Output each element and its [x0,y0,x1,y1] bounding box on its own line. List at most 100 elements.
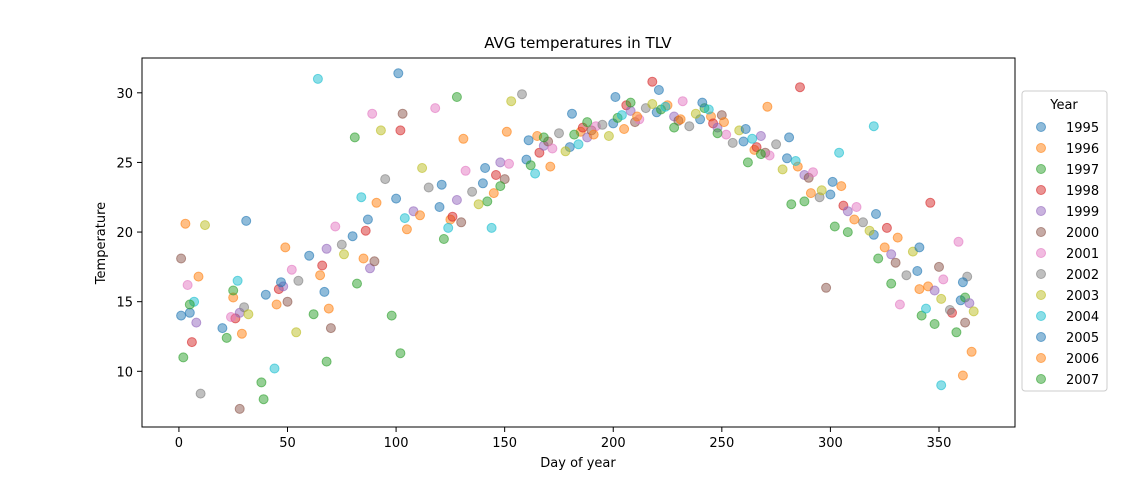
legend-marker-2001 [1036,248,1046,258]
data-point-1998 [447,211,458,222]
data-point-2006 [957,370,968,381]
data-point-2006 [371,197,382,208]
data-point-2002 [901,270,912,281]
data-point-2000 [369,256,380,267]
data-point-2005 [957,277,968,288]
data-point-2002 [195,388,206,399]
data-point-2005 [914,242,925,253]
data-point-2004 [703,104,714,115]
data-point-2004 [443,222,454,233]
data-point-2001 [721,129,732,140]
data-point-1998 [395,125,406,136]
data-point-2002 [944,305,955,315]
data-point-2006 [632,111,643,122]
data-point-2003 [375,125,386,136]
data-point-1995 [782,153,792,164]
data-point-2007 [228,285,239,296]
data-point-1999 [886,249,897,260]
data-point-1996 [315,270,326,281]
data-point-2001 [367,108,378,119]
legend-marker-2003 [1036,290,1046,300]
data-point-1995 [825,189,836,200]
data-point-2004 [790,156,801,166]
data-point-2001 [226,312,236,322]
data-point-2006 [719,117,729,128]
legend-marker-1998 [1036,185,1046,195]
data-point-2006 [458,133,469,144]
data-point-2007 [669,122,680,133]
data-point-2000 [456,217,467,228]
data-point-1999 [451,195,462,205]
data-point-1996 [879,242,890,253]
data-point-2007 [842,227,853,238]
data-point-2007 [799,196,810,207]
data-point-2006 [588,129,599,140]
data-point-2007 [951,327,962,338]
data-point-2005 [610,92,621,102]
data-point-2001 [938,274,949,285]
data-point-2006 [236,328,247,339]
data-point-2001 [764,150,775,161]
data-point-2003 [291,327,302,338]
data-point-2004 [616,110,627,121]
data-point-2000 [397,108,408,119]
data-point-2000 [890,257,901,268]
data-point-2002 [597,119,608,130]
legend-marker-2005 [1036,332,1046,342]
legend-title: Year [1049,98,1078,113]
data-points [176,68,979,414]
data-point-2007 [256,377,267,388]
data-point-2007 [886,278,897,289]
data-point-2007 [495,181,506,192]
data-point-1997 [308,309,319,320]
data-point-2005 [393,68,404,79]
data-point-2003 [560,146,571,157]
x-tick-label: 100 [384,436,409,451]
data-point-2006 [762,101,773,112]
data-point-1995 [391,193,402,204]
data-point-2007 [755,149,766,160]
data-point-2002 [858,217,868,228]
data-point-2007 [321,356,332,367]
data-point-2001 [182,280,193,290]
data-point-2001 [547,143,558,154]
data-point-1996 [180,218,191,229]
legend-marker-2007 [1036,374,1046,384]
legend-marker-2006 [1036,353,1046,363]
data-point-1998 [795,82,805,93]
data-point-1997 [178,352,189,363]
data-point-2007 [929,319,940,329]
data-point-1995 [477,178,488,189]
data-point-1999 [321,243,332,254]
y-tick-label: 30 [116,87,133,102]
data-point-2006 [892,232,903,243]
data-point-1995 [304,250,315,261]
legend-label-2003: 2003 [1066,289,1099,304]
data-point-2003 [339,249,349,260]
data-point-2004 [486,222,497,233]
data-point-2004 [868,121,879,132]
x-tick-label: 350 [927,436,952,451]
data-point-2007 [349,132,360,143]
legend-label-2002: 2002 [1066,268,1099,283]
data-point-2000 [934,261,944,272]
data-point-2004 [530,168,541,179]
data-point-1998 [647,76,658,87]
data-point-2004 [573,139,584,150]
legend-label-2007: 2007 [1066,373,1099,388]
legend-marker-1996 [1036,143,1046,153]
data-point-1997 [742,157,753,168]
data-point-2006 [501,126,512,137]
legend-label-2006: 2006 [1066,352,1099,367]
data-point-1999 [755,131,766,141]
x-axis: 0 50 100 150 200 250 300 350 [175,427,952,451]
data-point-2000 [499,174,510,185]
data-point-1995 [347,231,358,242]
legend-label-1998: 1998 [1066,184,1099,199]
data-point-2003 [417,163,428,173]
data-point-2003 [864,225,875,236]
data-point-2005 [871,209,881,219]
data-point-2003 [777,164,788,175]
data-point-2002 [336,239,347,250]
data-point-2001 [808,167,818,178]
